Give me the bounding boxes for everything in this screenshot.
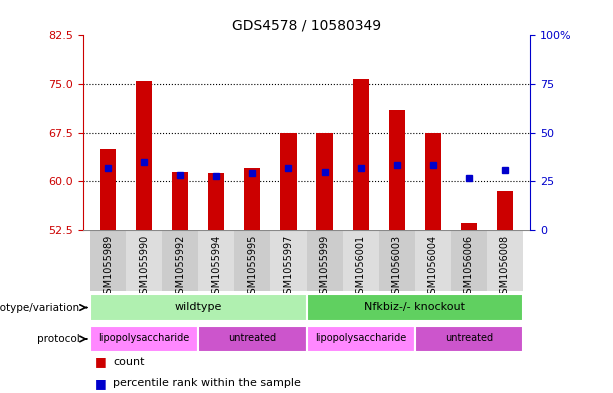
Text: genotype/variation: genotype/variation (0, 303, 80, 312)
Text: ■: ■ (95, 376, 107, 390)
Bar (244, 168, 261, 230)
Bar (306, 294, 523, 321)
Text: lipopolysaccharide: lipopolysaccharide (99, 333, 190, 343)
Bar (280, 133, 297, 230)
Bar (352, 79, 369, 230)
Bar (198, 230, 234, 291)
Text: GSM1055992: GSM1055992 (175, 235, 185, 300)
Bar (90, 294, 306, 321)
Text: count: count (113, 356, 145, 367)
Bar (172, 171, 188, 230)
Text: wildtype: wildtype (175, 302, 222, 312)
Bar (425, 133, 441, 230)
Bar (389, 110, 405, 230)
Bar (343, 230, 379, 291)
Bar (415, 230, 451, 291)
Text: GSM1056008: GSM1056008 (500, 235, 510, 300)
Bar (162, 230, 198, 291)
Bar (208, 173, 224, 230)
Bar (100, 149, 116, 230)
Text: lipopolysaccharide: lipopolysaccharide (315, 333, 406, 343)
Bar (90, 230, 126, 291)
Bar (198, 326, 306, 352)
Text: untreated: untreated (445, 333, 493, 343)
Bar (497, 191, 513, 230)
Bar (316, 133, 333, 230)
Bar (234, 230, 270, 291)
Bar (270, 230, 306, 291)
Title: GDS4578 / 10580349: GDS4578 / 10580349 (232, 19, 381, 33)
Text: percentile rank within the sample: percentile rank within the sample (113, 378, 301, 388)
Bar (461, 223, 477, 230)
Bar (487, 230, 523, 291)
Text: Nfkbiz-/- knockout: Nfkbiz-/- knockout (364, 302, 465, 312)
Text: GSM1056006: GSM1056006 (464, 235, 474, 300)
Bar (306, 230, 343, 291)
Text: GSM1055997: GSM1055997 (283, 235, 294, 300)
Text: GSM1055999: GSM1055999 (319, 235, 330, 300)
Text: GSM1056001: GSM1056001 (356, 235, 365, 300)
Bar (451, 230, 487, 291)
Text: GSM1056003: GSM1056003 (392, 235, 402, 300)
Text: ■: ■ (95, 355, 107, 368)
Bar (415, 326, 523, 352)
Text: GSM1055990: GSM1055990 (139, 235, 149, 300)
Text: GSM1055994: GSM1055994 (211, 235, 221, 300)
Text: GSM1055995: GSM1055995 (248, 235, 257, 300)
Bar (136, 81, 152, 230)
Text: GSM1056004: GSM1056004 (428, 235, 438, 300)
Bar (126, 230, 162, 291)
Text: protocol: protocol (37, 334, 80, 344)
Bar (90, 326, 198, 352)
Bar (379, 230, 415, 291)
Text: untreated: untreated (228, 333, 276, 343)
Text: GSM1055989: GSM1055989 (103, 235, 113, 300)
Bar (306, 326, 415, 352)
